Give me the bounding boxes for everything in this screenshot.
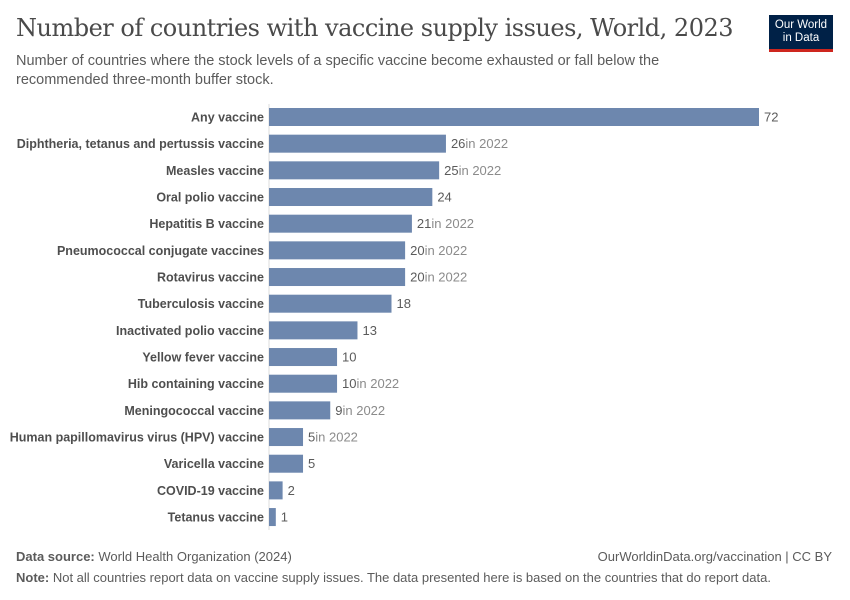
bar[interactable] [269, 294, 392, 313]
value-note: in 2022 [431, 216, 474, 231]
data-source: Data source: World Health Organization (… [16, 549, 292, 564]
bar[interactable] [269, 188, 433, 207]
value-note: in 2022 [315, 430, 358, 445]
value-note: in 2022 [357, 376, 400, 391]
bar[interactable] [269, 401, 331, 420]
value-note: in 2022 [425, 270, 468, 285]
value-note: in 2022 [465, 136, 508, 151]
source-link[interactable]: OurWorldinData.org/vaccination | CC BY [597, 549, 832, 564]
category-label: Diphtheria, tetanus and pertussis vaccin… [17, 137, 264, 151]
bar[interactable] [269, 108, 759, 126]
bar[interactable] [269, 428, 304, 447]
bar[interactable] [269, 374, 338, 393]
value-note: in 2022 [425, 243, 468, 258]
chart-title: Number of countries with vaccine supply … [16, 14, 734, 42]
value-label: 25in 2022 [444, 163, 501, 178]
value-note: in 2022 [459, 163, 502, 178]
source-label: Data source: [16, 549, 95, 564]
value-label: 9in 2022 [335, 403, 385, 418]
category-label: Measles vaccine [166, 164, 264, 178]
value-note: in 2022 [342, 403, 385, 418]
bar[interactable] [269, 321, 358, 340]
value-label: 21in 2022 [417, 216, 474, 231]
value-label: 13 [362, 323, 376, 338]
category-label: COVID-19 vaccine [157, 484, 264, 498]
value-label: 2 [288, 483, 295, 498]
value-label: 5in 2022 [308, 430, 358, 445]
value-label: 20in 2022 [410, 243, 467, 258]
category-label: Pneumococcal conjugate vaccines [57, 244, 264, 258]
bar[interactable] [269, 241, 406, 260]
note-label: Note: [16, 570, 50, 585]
note-text: Not all countries report data on vaccine… [52, 570, 771, 585]
category-label: Any vaccine [191, 111, 264, 125]
category-label: Hepatitis B vaccine [149, 217, 264, 231]
footnote: Note: Not all countries report data on v… [16, 570, 771, 585]
category-label: Varicella vaccine [164, 457, 264, 471]
value-label: 18 [397, 296, 411, 311]
category-label: Inactivated polio vaccine [116, 324, 264, 338]
source-text: World Health Organization (2024) [98, 549, 292, 564]
value-label: 72 [764, 110, 778, 125]
value-label: 10 [342, 350, 356, 365]
logo-text: Our World in Data [774, 19, 828, 44]
bar-chart: Any vaccine 72 Diphtheria, tetanus and per… [10, 104, 778, 530]
bar[interactable] [269, 268, 406, 287]
value-label: 24 [437, 190, 451, 205]
category-label: Yellow fever vaccine [142, 351, 264, 365]
category-label: Hib containing vaccine [128, 377, 264, 391]
value-label: 5 [308, 456, 315, 471]
category-label: Tuberculosis vaccine [138, 297, 264, 311]
bar[interactable] [269, 214, 412, 233]
chart-subtitle: Number of countries where the stock leve… [16, 53, 660, 88]
bar[interactable] [269, 134, 446, 153]
bar[interactable] [269, 508, 276, 527]
category-label: Oral polio vaccine [156, 191, 264, 205]
value-label: 1 [281, 510, 288, 525]
bar[interactable] [269, 161, 440, 180]
bar[interactable] [269, 481, 283, 500]
owid-logo[interactable]: Our World in Data [769, 15, 833, 52]
value-label: 20in 2022 [410, 270, 467, 285]
category-label: Tetanus vaccine [168, 511, 264, 525]
category-label: Meningococcal vaccine [124, 404, 264, 418]
category-label: Human papillomavirus virus (HPV) vaccine [10, 431, 264, 445]
value-label: 26in 2022 [451, 136, 508, 151]
category-label: Rotavirus vaccine [157, 271, 264, 285]
value-label: 10in 2022 [342, 376, 399, 391]
bar[interactable] [269, 348, 338, 367]
bar[interactable] [269, 454, 304, 473]
